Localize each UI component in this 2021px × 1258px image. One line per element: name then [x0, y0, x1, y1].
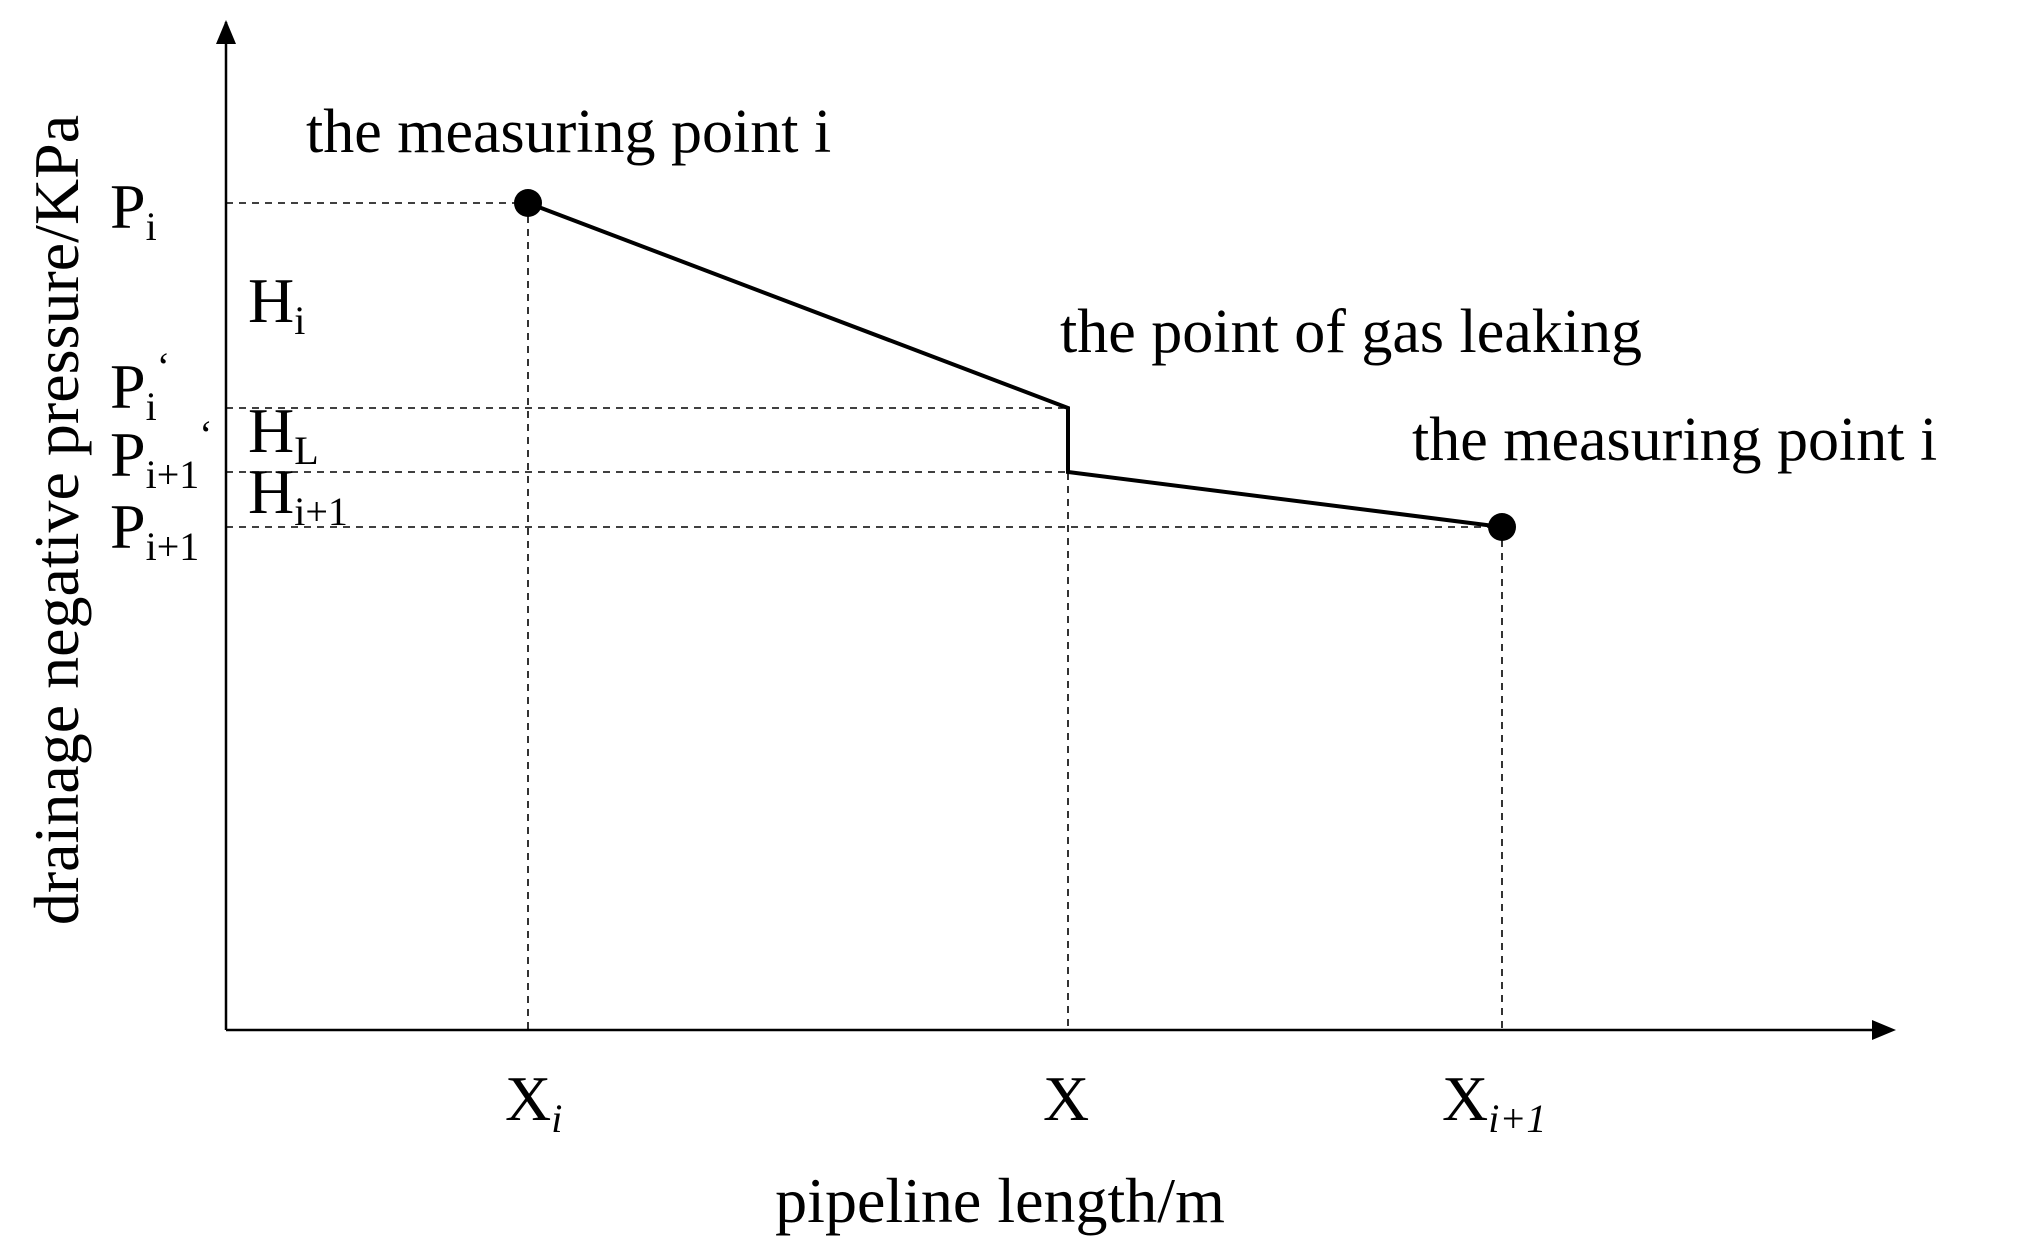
y-axis-title: drainage negative pressure/KPa — [21, 115, 92, 925]
pressure-profile-line — [527, 201, 1503, 529]
tick-x: X — [1043, 1063, 1089, 1134]
label-h-i: Hi — [248, 265, 305, 343]
tick-p-i1-prime: Pi+1‘ — [110, 412, 213, 497]
measuring-point-i1-marker — [1488, 513, 1516, 541]
label-gas-leak-point: the point of gas leaking — [1060, 298, 1642, 366]
tick-p-i-prime: Pi‘ — [110, 344, 170, 429]
y-axis-arrowhead — [216, 20, 236, 44]
x-axis-title: pipeline length/m — [775, 1165, 1225, 1236]
tick-x-i1: Xi+1 — [1442, 1063, 1546, 1141]
label-h-i1: Hi+1 — [248, 456, 348, 534]
label-measuring-point-upper: the measuring point i — [306, 98, 831, 166]
measuring-point-i-marker — [514, 189, 542, 217]
tick-p-i: Pi — [110, 171, 157, 249]
label-h-l: HL — [248, 395, 319, 473]
tick-x-i: Xi — [505, 1063, 562, 1141]
label-measuring-point-lower: the measuring point i — [1412, 406, 1937, 474]
tick-p-i1: Pi+1 — [110, 491, 199, 569]
x-axis-arrowhead — [1872, 1020, 1896, 1040]
